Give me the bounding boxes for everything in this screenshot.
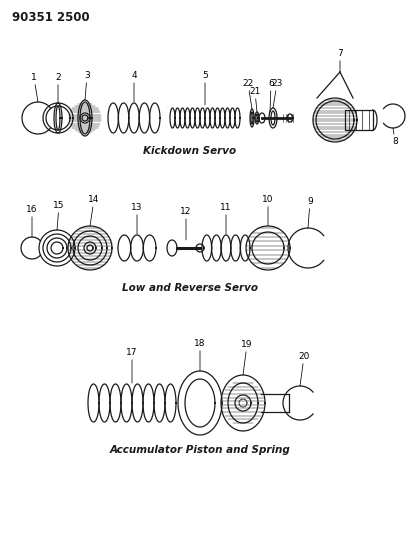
Text: 15: 15 (53, 201, 65, 230)
Text: 7: 7 (337, 49, 343, 72)
Text: 10: 10 (262, 195, 274, 226)
Text: 16: 16 (26, 205, 38, 237)
Text: 22: 22 (242, 79, 254, 109)
Text: 13: 13 (131, 203, 143, 234)
Text: 11: 11 (220, 203, 232, 234)
Text: 1: 1 (31, 73, 38, 102)
Text: 3: 3 (84, 71, 90, 100)
Text: Low and Reverse Servo: Low and Reverse Servo (122, 283, 258, 293)
Text: 90351 2500: 90351 2500 (12, 11, 90, 24)
Text: 23: 23 (271, 79, 283, 108)
Text: 6: 6 (268, 79, 274, 112)
Text: 20: 20 (298, 352, 310, 386)
Text: 17: 17 (126, 348, 138, 383)
Text: 9: 9 (307, 197, 313, 228)
Text: 14: 14 (88, 195, 100, 226)
Bar (345, 110, 373, 130)
Text: Accumulator Piston and Spring: Accumulator Piston and Spring (110, 445, 290, 455)
Text: 12: 12 (180, 207, 192, 240)
Text: 5: 5 (202, 71, 208, 105)
Text: 4: 4 (131, 71, 137, 102)
Text: 8: 8 (392, 128, 398, 146)
Text: 2: 2 (55, 73, 61, 103)
Text: Kickdown Servo: Kickdown Servo (144, 146, 237, 156)
Text: 19: 19 (241, 340, 253, 375)
Text: 21: 21 (249, 87, 261, 112)
Text: 18: 18 (194, 339, 206, 371)
